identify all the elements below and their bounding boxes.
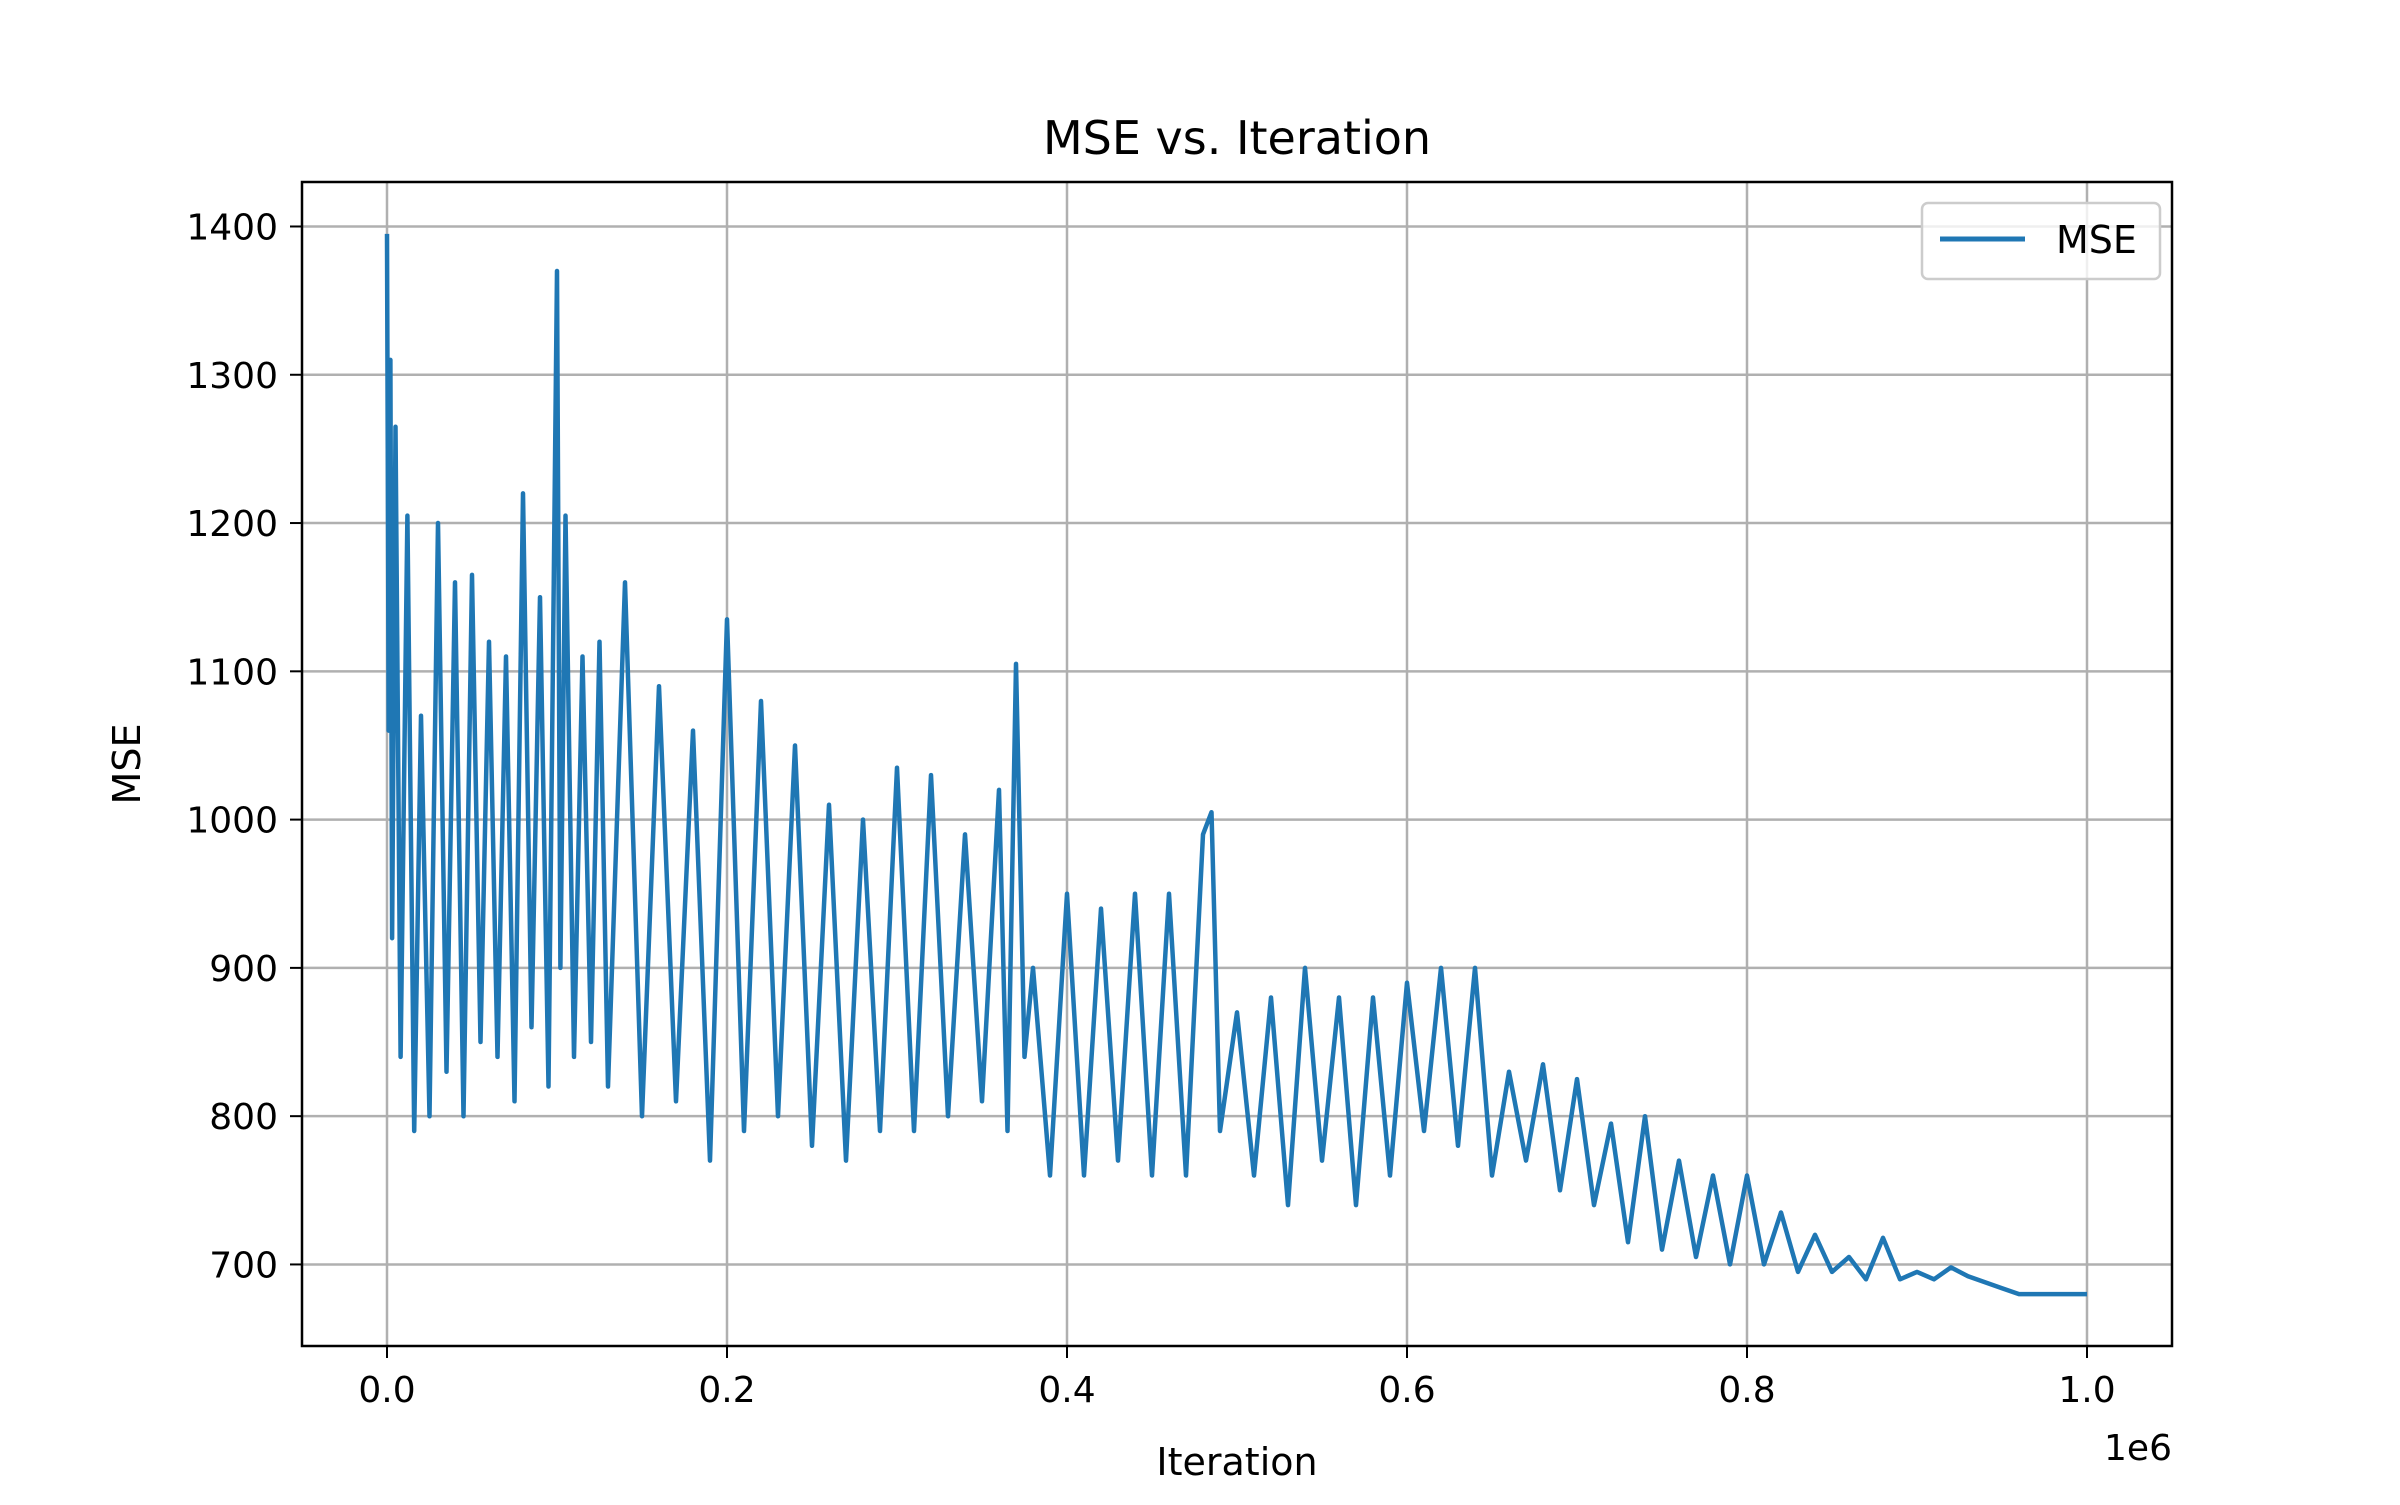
x-axis-offset-label: 1e6 <box>2104 1428 2172 1469</box>
y-tick-label: 900 <box>209 949 278 990</box>
x-tick-label: 0.6 <box>1378 1370 1435 1411</box>
y-tick-label: 1000 <box>186 801 278 842</box>
y-tick-label: 800 <box>209 1097 278 1138</box>
axis-ticks: 0.0 0.2 0.4 0.6 0.8 1.0 700 800 900 1000 1100 1200 1… <box>186 207 2115 1411</box>
legend-label: MSE <box>2056 218 2137 262</box>
y-tick-label: 1400 <box>186 207 278 248</box>
x-tick-label: 0.2 <box>698 1370 755 1411</box>
chart-title: MSE vs. Iteration <box>1043 111 1431 165</box>
y-axis-label: MSE <box>105 724 149 805</box>
axes-frame <box>300 180 2174 1348</box>
series-line-mse <box>384 233 2087 1297</box>
y-tick-label: 700 <box>209 1245 278 1286</box>
plot-area <box>384 233 2087 1297</box>
x-tick-label: 0.8 <box>1718 1370 1775 1411</box>
x-tick-label: 0.0 <box>358 1370 415 1411</box>
legend-box <box>1920 201 2162 281</box>
y-tick-label: 1200 <box>186 504 278 545</box>
y-tick-label: 1300 <box>186 356 278 397</box>
x-axis-label: Iteration <box>1156 1440 1317 1484</box>
legend: MSE <box>1920 201 2162 281</box>
x-tick-label: 0.4 <box>1038 1370 1095 1411</box>
x-tick-label: 1.0 <box>2058 1370 2115 1411</box>
y-tick-label: 1100 <box>186 652 278 693</box>
